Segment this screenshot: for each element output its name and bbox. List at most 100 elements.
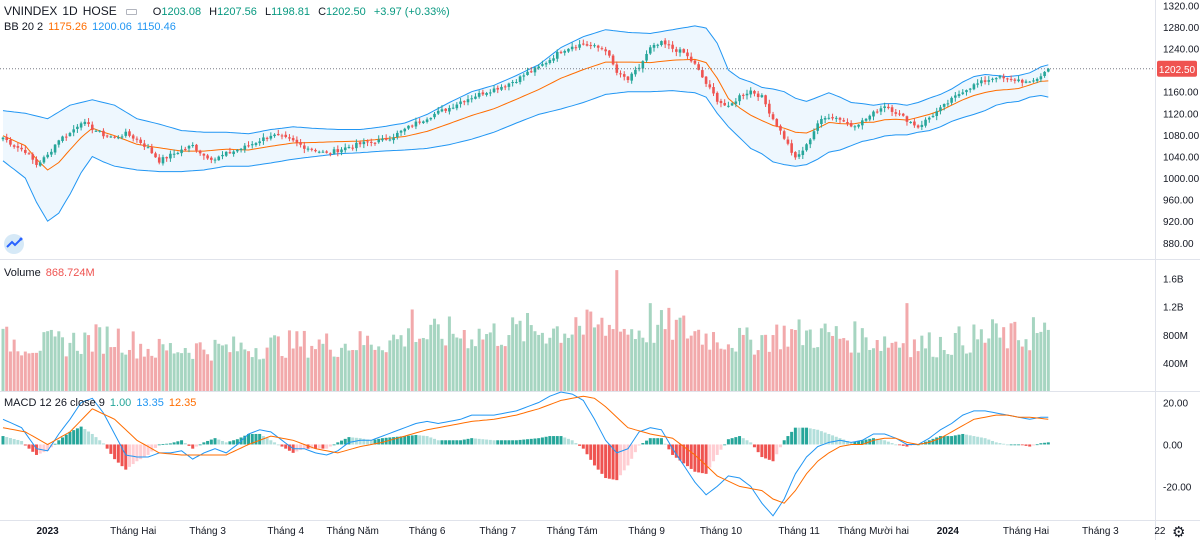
symbol-legend[interactable]: VNINDEX 1D HOSE O1203.08 H1207.56 L1198.81… [4, 4, 455, 18]
bollinger-fill [3, 25, 1049, 222]
candle [648, 45, 652, 55]
candle [146, 143, 150, 149]
macd-histogram-bar [42, 444, 46, 453]
macd-histogram-bar [254, 433, 258, 445]
time-axis-label: Tháng 11 [778, 526, 820, 537]
candle-body [790, 143, 793, 153]
macd-legend[interactable]: MACD 12 26 close 9 1.00 13.35 12.35 [4, 397, 201, 409]
volume-bar [328, 349, 332, 391]
volume-bar [685, 338, 689, 391]
volume-bar [604, 335, 608, 391]
macd-histogram-bar [313, 444, 317, 449]
candle-body [667, 44, 671, 46]
macd-histogram-bar [1043, 442, 1047, 445]
volume-bar [1020, 346, 1024, 391]
volume-bar [306, 357, 310, 391]
candle-body [35, 159, 38, 165]
candle [663, 38, 667, 49]
candle-body [968, 88, 972, 90]
candle [269, 132, 273, 141]
candle [678, 47, 682, 57]
macd-line [2, 391, 1049, 517]
gear-icon[interactable]: ⚙ [1172, 524, 1186, 541]
candle [1017, 75, 1020, 83]
macd-histogram-bar [325, 444, 329, 449]
candle [120, 134, 124, 140]
volume-bar [105, 326, 109, 391]
candle-body [31, 154, 35, 160]
candle-body [169, 153, 172, 159]
candle-body [820, 118, 823, 125]
volume-bar [875, 340, 879, 391]
volume-bar [991, 319, 995, 391]
candle-body [425, 119, 429, 122]
macd-histogram-bar [373, 439, 377, 445]
volume-bar [287, 330, 291, 391]
volume-bar [75, 350, 79, 391]
volume-bar [254, 348, 258, 391]
candle-body [161, 157, 165, 164]
candle [920, 120, 924, 131]
candle-body [689, 56, 693, 62]
candle-body [857, 124, 860, 127]
macd-histogram-bar [444, 440, 448, 445]
tradingview-logo-icon[interactable] [4, 234, 24, 254]
volume-bar [90, 351, 94, 391]
volume-bar [659, 310, 663, 391]
time-axis-label: 22 [1154, 526, 1166, 537]
volume-bar [27, 353, 31, 391]
candle [634, 66, 637, 77]
macd-histogram-bar [1013, 444, 1017, 446]
volume-bar [302, 330, 306, 391]
candle-body [916, 125, 920, 128]
candle-body [913, 121, 916, 126]
ohlc-open-label: O [152, 6, 162, 18]
macd-histogram-bar [269, 440, 273, 445]
volume-bar [414, 342, 418, 391]
macd-histogram-bar [459, 440, 463, 445]
macd-histogram-bar [261, 436, 265, 445]
candle-body [440, 109, 444, 112]
volume-axis-tick-label: 400M [1163, 359, 1188, 370]
macd-histogram-bar [857, 440, 861, 445]
candle [808, 137, 812, 149]
volume-bar [771, 335, 775, 391]
candle [224, 151, 228, 157]
interval[interactable]: 1D [62, 4, 78, 18]
candle-body [109, 136, 113, 138]
candle [451, 103, 455, 110]
candle-body [213, 159, 217, 161]
bb-legend[interactable]: BB 20 2 1175.26 1200.06 1150.46 [4, 21, 181, 33]
macd-histogram-bar [730, 438, 734, 445]
candle [660, 40, 663, 47]
macd-histogram-bar [544, 436, 548, 445]
candle [1035, 77, 1039, 84]
candle [436, 106, 440, 115]
volume-legend[interactable]: Volume 868.724M [4, 267, 100, 279]
volume-bar [700, 344, 704, 391]
volume-bar [336, 356, 340, 391]
candle [756, 90, 760, 101]
collapse-legend-icon[interactable] [125, 9, 137, 16]
candle-body [210, 157, 213, 160]
candle [1024, 79, 1028, 84]
macd-histogram-bar [689, 444, 693, 469]
candle [879, 105, 883, 116]
volume-bar [154, 357, 158, 391]
macd-histogram-bar [790, 431, 794, 445]
candle [529, 67, 533, 73]
candle-body [834, 117, 838, 119]
candle [622, 71, 626, 81]
price-axis-tick-label: 880.00 [1163, 239, 1194, 250]
candle-body [72, 129, 75, 133]
volume-bar [83, 332, 87, 391]
macd-histogram-bar [1002, 443, 1006, 445]
candle-body [410, 125, 414, 127]
price-axis-tick-label: 1040.00 [1163, 152, 1200, 163]
volume-bar [637, 330, 641, 391]
candle-body [243, 145, 247, 150]
candle-body [87, 122, 90, 125]
macd-histogram-bar [671, 444, 675, 455]
symbol-name[interactable]: VNINDEX [4, 4, 58, 18]
